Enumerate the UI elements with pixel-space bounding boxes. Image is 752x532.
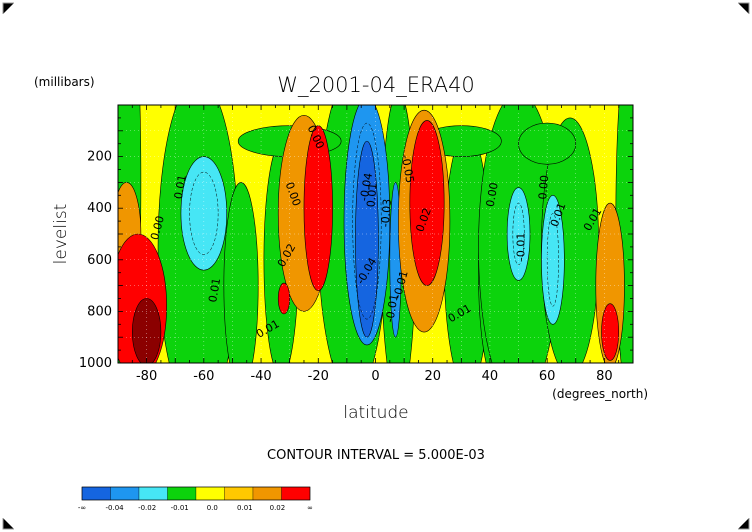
contour-label: -0.05 xyxy=(399,154,417,184)
contour-band-strong-negative xyxy=(355,140,379,338)
x-axis-units: (degrees_north) xyxy=(552,387,648,401)
y-axis: 200 400 600 800 1000 xyxy=(79,104,633,371)
colorbar-tick-label: -∞ xyxy=(78,504,86,512)
colorbar-tick-label: -0.02 xyxy=(138,504,156,512)
y-tick-label: 200 xyxy=(87,150,112,165)
y-tick-label: 800 xyxy=(87,304,112,319)
contour-band-negative xyxy=(541,194,565,325)
contour-label: 0.00 xyxy=(536,174,551,200)
contour-label: -0.04 xyxy=(357,172,375,202)
colorbar-swatch xyxy=(281,486,311,501)
colorbar-swatch xyxy=(167,486,197,501)
dashed-contour-line xyxy=(512,202,525,266)
contour-label: 0.00 xyxy=(148,214,167,241)
contour-band-negative-weak xyxy=(223,182,259,363)
contour-label: -0.01 xyxy=(383,293,401,323)
contour-label: 0.01 xyxy=(206,277,223,303)
contour-label: -0.01 xyxy=(514,233,527,261)
colorbar-swatch xyxy=(195,486,225,501)
x-tick-label: -80 xyxy=(136,369,157,384)
colorbar-frame xyxy=(81,486,311,501)
colorbar-tick-label: 0.0 xyxy=(207,504,218,512)
x-tick-label: 0 xyxy=(371,369,379,384)
contour-label: 0.00 xyxy=(484,181,501,207)
x-axis-label: latitude xyxy=(343,403,408,423)
contour-band-strong-positive xyxy=(132,298,162,363)
y-tick-label: 400 xyxy=(87,201,112,216)
grid-lines xyxy=(118,105,633,363)
y-axis-label: levelist xyxy=(51,204,71,265)
y-tick-label: 1000 xyxy=(79,356,112,371)
colorbar-tick-label: 0.01 xyxy=(237,504,253,512)
contour-band-positive xyxy=(277,282,290,315)
colorbar-tick-label: ∞ xyxy=(307,504,313,512)
x-tick-label: -40 xyxy=(250,369,271,384)
colorbar-swatch xyxy=(252,486,282,501)
x-tick-label: -20 xyxy=(308,369,329,384)
contour-label: 0.01 xyxy=(172,174,189,200)
x-axis: -80 -60 -40 -20 0 20 40 60 80 xyxy=(117,105,634,384)
plot-area: 0.000.000.01 0.00 0.01-0.050.00 0.000.01 0.0… xyxy=(118,105,633,363)
x-tick-label: 80 xyxy=(596,369,613,384)
colorbar-tick-label: 0.02 xyxy=(270,504,286,512)
x-tick-label: 40 xyxy=(482,369,499,384)
x-tick-label: -60 xyxy=(193,369,214,384)
x-tick-label: 60 xyxy=(539,369,556,384)
contour-label: -0.03 xyxy=(379,198,394,227)
contour-label: 0.01 xyxy=(364,182,379,208)
colorbar-tick-label: -0.01 xyxy=(171,504,189,512)
x-tick-label: 20 xyxy=(424,369,441,384)
units-label: (millibars) xyxy=(34,75,95,89)
colorbar-tick-label: -0.04 xyxy=(106,504,125,512)
chart-title: W_2001-04_ERA40 xyxy=(277,73,475,97)
contour-interval-text: CONTOUR INTERVAL = 5.000E-03 xyxy=(267,448,485,463)
colorbar-swatch xyxy=(138,486,168,501)
contour-band-negative-weak xyxy=(518,122,577,165)
colorbar-swatch xyxy=(224,486,254,501)
colorbar-swatch xyxy=(81,486,111,501)
dashed-contour-line xyxy=(352,122,382,320)
colorbar: -∞ -0.04 -0.02 -0.01 0.0 0.01 0.02 ∞ xyxy=(78,486,313,512)
colorbar-swatch xyxy=(110,486,140,501)
y-tick-label: 600 xyxy=(87,253,112,268)
contour-band-positive xyxy=(601,303,619,361)
contour-band-positive xyxy=(409,120,445,286)
dashed-contour-line xyxy=(189,171,219,255)
